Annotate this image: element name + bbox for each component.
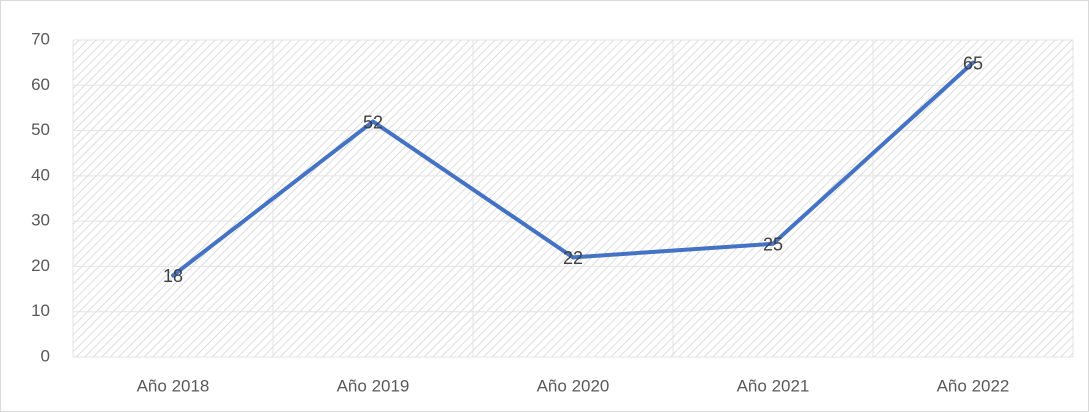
x-tick-label: Año 2020 xyxy=(537,376,610,395)
y-tick-label: 70 xyxy=(31,29,50,48)
y-tick-label: 40 xyxy=(31,165,50,184)
y-tick-label: 30 xyxy=(31,211,50,230)
data-label: 52 xyxy=(363,112,383,132)
data-label: 25 xyxy=(763,235,783,255)
data-label: 22 xyxy=(563,248,583,268)
plot-area xyxy=(73,40,1073,357)
y-tick-label: 20 xyxy=(31,256,50,275)
y-tick-label: 10 xyxy=(31,301,50,320)
line-series xyxy=(171,60,975,278)
x-tick-label: Año 2021 xyxy=(737,376,810,395)
x-tick-label: Año 2022 xyxy=(937,376,1010,395)
data-label: 65 xyxy=(963,53,983,73)
y-tick-label: 50 xyxy=(31,120,50,139)
y-tick-label: 60 xyxy=(31,75,50,94)
y-tick-label: 0 xyxy=(41,346,50,365)
x-tick-label: Año 2019 xyxy=(337,376,410,395)
x-tick-label: Año 2018 xyxy=(137,376,210,395)
data-label: 18 xyxy=(163,266,183,286)
